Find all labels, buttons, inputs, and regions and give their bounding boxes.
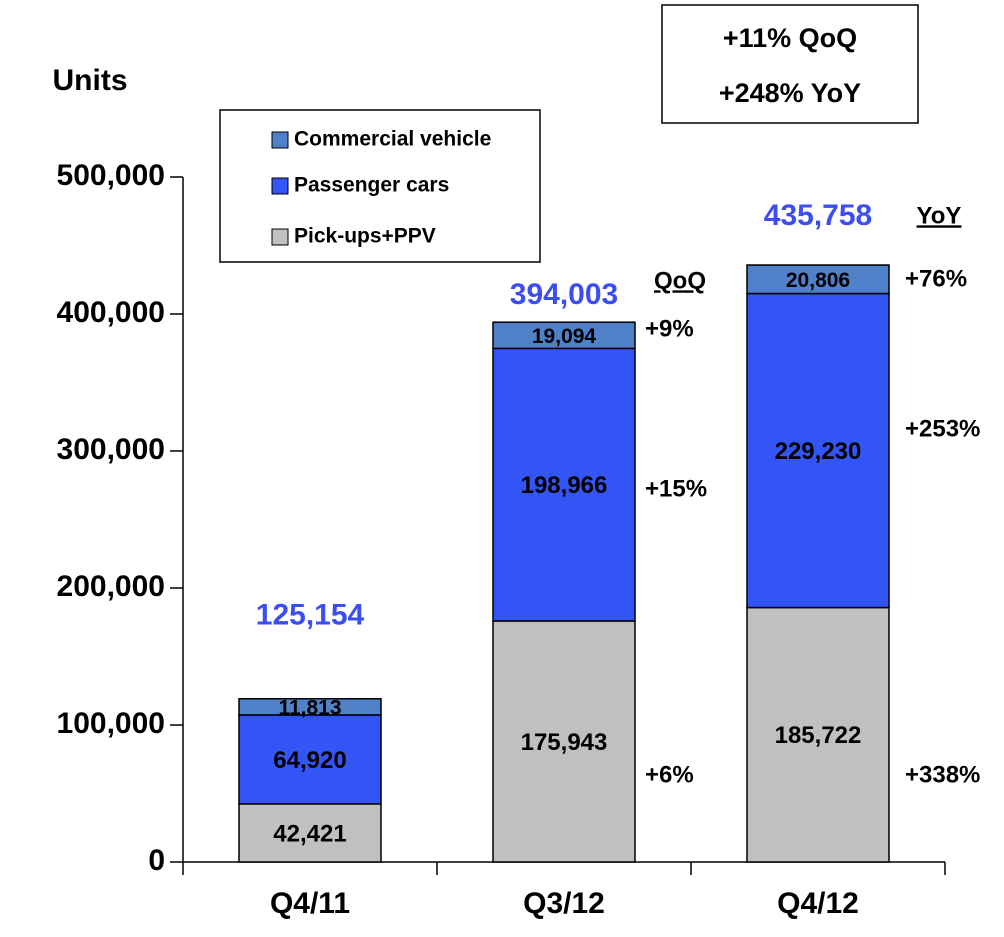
- legend-label: Commercial vehicle: [294, 128, 491, 151]
- legend-swatch: [271, 131, 289, 149]
- bar-segment: [492, 620, 636, 863]
- y-tick-label: 200,000: [57, 570, 165, 603]
- yoy-change: +338%: [905, 761, 980, 788]
- bar-segment: [746, 292, 890, 609]
- legend-swatch: [271, 177, 289, 195]
- data-label: 175,943: [521, 729, 608, 756]
- yoy-change: +253%: [905, 415, 980, 442]
- bar-segment: [492, 347, 636, 622]
- qoq-change: +15%: [645, 475, 707, 502]
- bar-segment: [746, 264, 890, 295]
- x-tick-label: Q4/11: [270, 887, 350, 920]
- x-tick-label: Q3/12: [523, 887, 605, 920]
- qoq-change: +6%: [645, 761, 694, 788]
- y-tick-label: 300,000: [57, 433, 165, 466]
- bar-segment: [238, 698, 382, 716]
- data-label: 19,094: [532, 325, 597, 348]
- yoy-change: +76%: [905, 265, 967, 292]
- data-label: 42,421: [273, 820, 346, 847]
- x-tick-label: Q4/12: [777, 887, 859, 920]
- data-label: 11,813: [278, 696, 341, 719]
- qoq-header: QoQ: [654, 267, 706, 294]
- data-label: 185,722: [775, 722, 862, 749]
- y-tick-label: 0: [148, 844, 165, 877]
- total-label: 435,758: [764, 199, 872, 232]
- growth-box: [661, 4, 919, 124]
- legend-label: Passenger cars: [294, 174, 449, 197]
- y-tick-label: 400,000: [57, 296, 165, 329]
- legend-swatch: [271, 228, 289, 246]
- legend-label: Pick-ups+PPV: [294, 225, 436, 248]
- data-label: 64,920: [273, 747, 346, 774]
- bar-segment: [746, 606, 890, 863]
- total-label: 394,003: [510, 278, 618, 311]
- y-tick-label: 500,000: [57, 159, 165, 192]
- data-label: 20,806: [786, 269, 850, 292]
- total-label: 125,154: [256, 599, 365, 632]
- growth-yoy: +248% YoY: [719, 78, 861, 108]
- data-label: 229,230: [775, 438, 862, 465]
- y-tick-label: 100,000: [57, 707, 165, 740]
- data-label: 198,966: [521, 472, 608, 499]
- bar-segment: [492, 321, 636, 350]
- qoq-change: +9%: [645, 315, 694, 342]
- growth-qoq: +11% QoQ: [723, 23, 857, 53]
- y-axis-label: Units: [53, 64, 128, 97]
- yoy-header: YoY: [917, 202, 962, 229]
